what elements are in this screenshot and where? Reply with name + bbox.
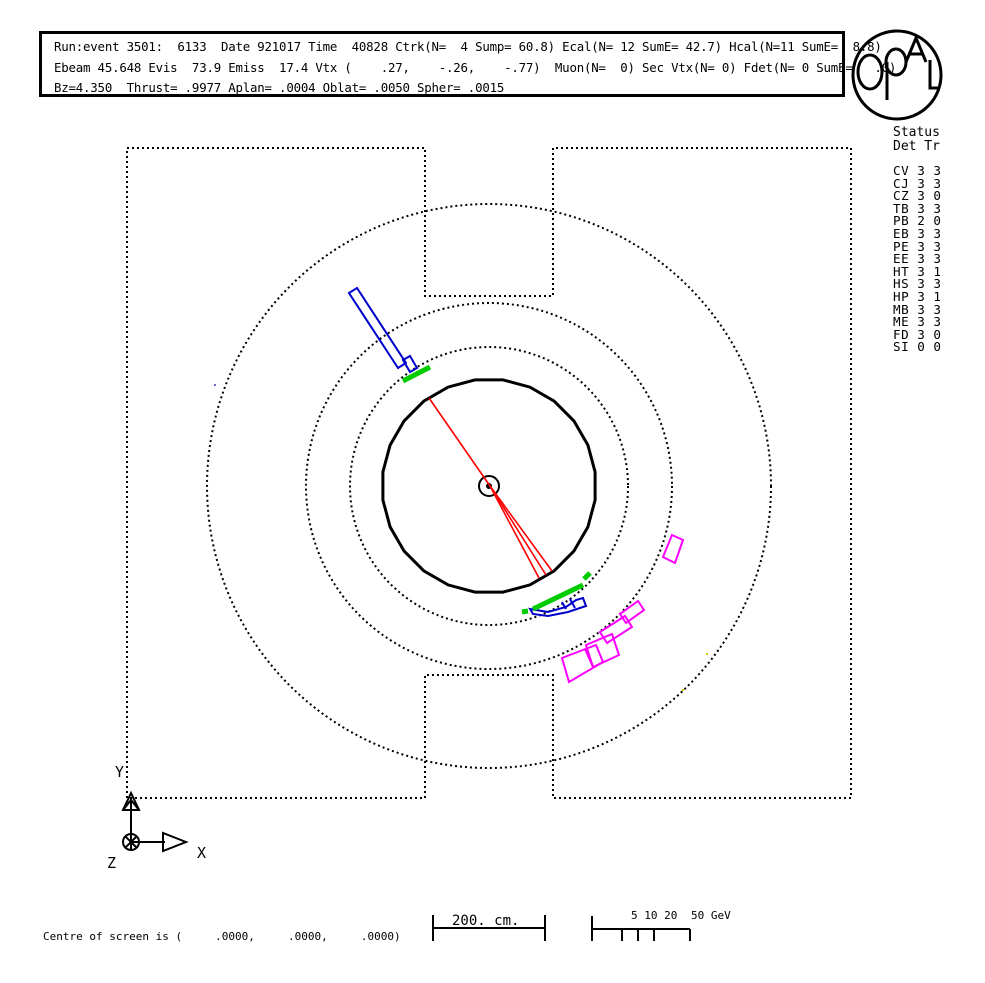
blue-hit xyxy=(401,354,419,374)
track xyxy=(489,485,553,572)
event-info-line-1: Run:event 3501: 6133 Date 921017 Time 40… xyxy=(54,39,882,54)
status-row-ht: HT 3 1 xyxy=(893,263,942,279)
event-info-box: Run:event 3501: 6133 Date 921017 Time 40… xyxy=(39,31,896,97)
axes-indicator xyxy=(121,790,189,853)
length-scale-bar xyxy=(432,915,546,941)
status-row-cv: CV 3 3 xyxy=(893,163,942,178)
hcal-hit xyxy=(618,599,646,625)
status-row-tb: TB 3 3 xyxy=(893,200,942,216)
hcal-hit xyxy=(598,614,634,645)
blue-hit xyxy=(528,596,588,618)
stray-hit xyxy=(682,689,684,691)
status-row-hp: HP 3 1 xyxy=(893,289,942,304)
event-info-line-2: Ebeam 45.648 Evis 73.9 Emiss 17.4 Vtx ( … xyxy=(54,60,897,75)
energy-scale-max: 50 GeV xyxy=(691,909,731,922)
ecal-hits xyxy=(401,364,592,615)
stray-hits xyxy=(214,384,708,691)
status-title: Status xyxy=(893,125,940,140)
status-row-fd: FD 3 0 xyxy=(893,326,942,342)
track xyxy=(428,397,491,487)
track xyxy=(489,485,547,576)
opal-logo xyxy=(851,29,943,121)
ecal-hit xyxy=(531,582,585,612)
ecal-hit xyxy=(401,364,432,384)
stray-hit xyxy=(214,384,216,386)
hcal-hits xyxy=(560,533,685,684)
x-axis-label: X xyxy=(197,844,206,862)
blue-hit xyxy=(569,598,576,609)
energy-scale-bar xyxy=(591,916,691,941)
z-axis-label: Z xyxy=(107,854,116,872)
event-info-line-3: Bz=4.350 Thrust= .9977 Aplan= .0004 Obla… xyxy=(54,80,505,95)
status-row-pb: PB 2 0 xyxy=(893,213,942,229)
status-row-eb: EB 3 3 xyxy=(893,226,942,241)
centre-of-screen: Centre of screen is ( .0000, .0000, .000… xyxy=(43,930,401,943)
status-row-me: ME 3 3 xyxy=(893,314,942,330)
status-row-hs: HS 3 3 xyxy=(893,276,942,292)
status-row-pe: PE 3 3 xyxy=(893,238,942,254)
blue-hits xyxy=(347,286,588,618)
status-columns: Det Tr xyxy=(893,139,940,154)
yoke-outline xyxy=(126,147,852,799)
blue-hit xyxy=(347,286,408,370)
stray-hit xyxy=(706,653,708,655)
jet-chamber-outline xyxy=(381,378,597,594)
charged-tracks xyxy=(428,397,553,579)
ecal-hit xyxy=(521,608,529,615)
status-row-ee: EE 3 3 xyxy=(893,251,942,267)
blue-hit xyxy=(561,601,567,610)
status-row-mb: MB 3 3 xyxy=(893,301,942,317)
status-row-cj: CJ 3 3 xyxy=(893,175,942,191)
hcal-hit xyxy=(584,648,594,668)
track xyxy=(489,485,540,579)
length-scale-label: 200. cm. xyxy=(452,913,519,929)
ecal-hit xyxy=(582,571,592,581)
energy-scale-ticks: 5 10 20 xyxy=(631,909,677,922)
status-row-si: SI 0 0 xyxy=(893,339,942,355)
status-row-cz: CZ 3 0 xyxy=(893,188,942,204)
detector-rings xyxy=(206,203,772,769)
hcal-hit xyxy=(661,533,685,565)
y-axis-label: Y xyxy=(115,763,124,781)
